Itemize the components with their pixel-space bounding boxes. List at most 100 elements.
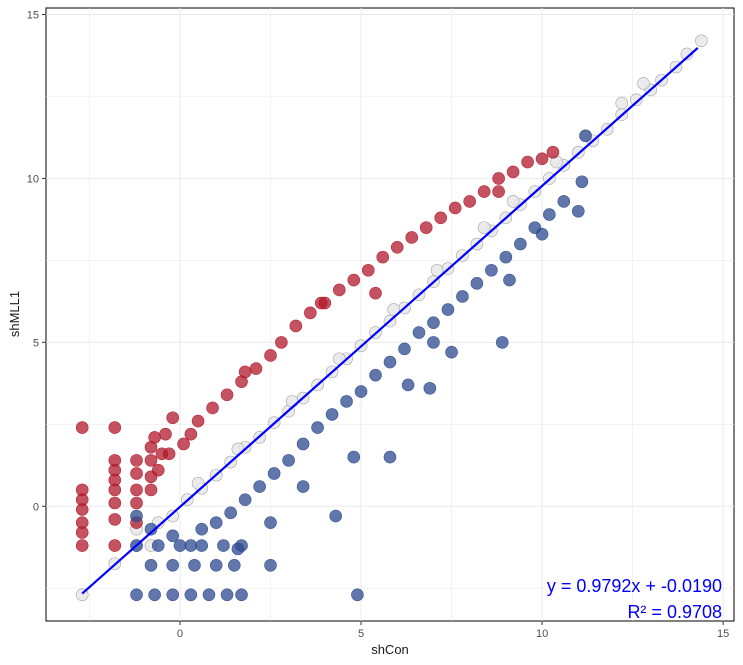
data-point-neutral: [477, 221, 491, 234]
data-point-down: [383, 450, 397, 464]
data-point-neutral: [430, 263, 444, 277]
data-point-down: [575, 175, 589, 189]
data-point-neutral: [191, 477, 205, 490]
data-point-down: [369, 368, 382, 382]
data-point-up: [249, 362, 263, 375]
data-point-up: [448, 201, 462, 215]
data-point-down: [485, 263, 498, 277]
data-point-up: [477, 185, 491, 198]
data-point-up: [108, 513, 122, 526]
data-point-down: [144, 522, 158, 536]
data-point-up: [177, 437, 190, 451]
data-point-down: [166, 558, 180, 572]
y-tick-label: 10: [27, 173, 39, 185]
data-point-up: [108, 539, 122, 552]
data-point-neutral: [695, 34, 708, 48]
y-axis-title: shMLL1: [7, 291, 22, 337]
data-point-up: [369, 286, 382, 300]
data-point-down: [282, 454, 295, 467]
data-point-down: [264, 516, 277, 529]
data-point-up: [108, 496, 122, 510]
regression-line: [81, 47, 699, 595]
data-point-down: [423, 381, 437, 395]
data-point-up: [535, 152, 549, 166]
data-point-up: [108, 421, 122, 434]
data-point-down: [557, 195, 571, 208]
data-point-down: [311, 421, 324, 434]
r-squared-label: R² = 0.9708: [627, 602, 722, 622]
regression-equation: y = 0.9792x + -0.0190: [547, 576, 722, 596]
data-point-up: [347, 273, 361, 287]
data-point-up: [264, 349, 277, 362]
data-point-up: [463, 195, 476, 208]
data-point-up: [434, 211, 447, 225]
data-point-neutral: [680, 47, 694, 61]
data-point-down: [195, 539, 209, 552]
data-point-down: [340, 395, 353, 408]
data-point-up: [108, 483, 122, 497]
data-point-up: [289, 319, 303, 333]
data-point-down: [209, 516, 223, 529]
x-tick-label: 10: [536, 628, 548, 640]
downregulated-points: [130, 129, 592, 602]
data-point-up: [376, 250, 390, 264]
data-point-down: [184, 539, 198, 552]
data-point-up: [275, 336, 288, 349]
data-point-down: [253, 480, 266, 493]
data-point-neutral: [166, 509, 180, 523]
x-tick-label: 5: [358, 628, 364, 640]
data-point-down: [456, 290, 469, 303]
data-point-up: [75, 503, 89, 516]
data-point-up: [144, 483, 158, 497]
data-point-up: [492, 185, 505, 198]
data-point-neutral: [387, 303, 400, 316]
data-point-down: [398, 342, 411, 356]
y-tick-label: 15: [27, 10, 39, 22]
data-point-down: [238, 493, 252, 507]
data-point-neutral: [637, 77, 650, 90]
data-point-down: [427, 336, 440, 349]
data-point-up: [304, 306, 317, 320]
data-point-up: [162, 447, 176, 461]
y-tick-label: 0: [33, 501, 39, 513]
x-axis-ticks: 0 5 10 15: [177, 621, 729, 640]
data-point-down: [543, 208, 556, 221]
data-point-down: [235, 588, 248, 602]
data-point-down: [151, 539, 165, 552]
data-point-down: [535, 227, 549, 241]
data-point-down: [325, 408, 339, 421]
data-point-up: [151, 463, 165, 477]
data-point-down: [441, 303, 455, 316]
data-point-down: [296, 437, 310, 451]
data-point-neutral: [285, 395, 299, 408]
data-point-down: [383, 355, 397, 369]
data-point-down: [217, 539, 230, 552]
data-point-up: [166, 411, 180, 425]
data-point-up: [206, 401, 219, 415]
data-point-down: [209, 558, 223, 572]
data-point-down: [470, 277, 484, 290]
data-point-up: [361, 263, 375, 277]
data-point-down: [499, 250, 513, 264]
data-point-down: [224, 506, 237, 520]
data-point-down: [144, 558, 158, 572]
data-point-down: [130, 588, 143, 602]
data-point-down: [235, 539, 248, 552]
data-point-down: [571, 204, 585, 218]
data-point-down: [351, 588, 364, 602]
x-tick-label: 0: [177, 628, 183, 640]
data-point-neutral: [615, 96, 629, 110]
data-point-down: [354, 385, 368, 398]
data-point-up: [130, 467, 143, 480]
data-point-up: [130, 496, 143, 510]
y-tick-label: 5: [33, 337, 39, 349]
data-point-up: [75, 526, 89, 539]
data-point-down: [220, 588, 234, 602]
grid-lines: [46, 8, 734, 621]
data-point-down: [347, 450, 361, 464]
data-point-up: [419, 221, 433, 234]
data-point-down: [173, 539, 187, 552]
data-point-up: [159, 427, 172, 441]
